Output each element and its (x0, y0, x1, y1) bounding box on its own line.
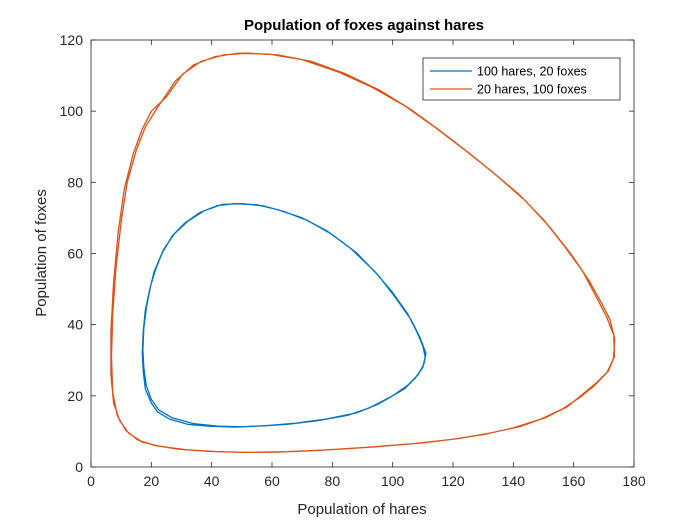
legend: 100 hares, 20 foxes 20 hares, 100 foxes (422, 57, 621, 101)
y-tick-label: 20 (67, 388, 83, 404)
y-tick-label: 80 (67, 174, 83, 190)
y-tick-label: 100 (60, 103, 84, 119)
y-tick-label: 120 (60, 32, 84, 48)
x-tick-label: 60 (264, 473, 280, 489)
legend-label-series-2: 20 hares, 100 foxes (477, 83, 587, 97)
x-axis-label: Population of hares (297, 501, 426, 518)
y-tick-label: 40 (67, 317, 83, 333)
x-tick-label: 20 (144, 473, 160, 489)
ticks-layer: 0 20 40 60 80 100 120 140 160 180 0 20 40 60 80 100 120 (60, 32, 646, 489)
series-line-2 (110, 52, 616, 454)
x-tick-label: 180 (622, 473, 646, 489)
x-tick-label: 40 (204, 473, 220, 489)
x-tick-label: 80 (325, 473, 341, 489)
y-axis-label: Population of foxes (33, 189, 50, 317)
series-layer (110, 52, 616, 454)
x-tick-label: 160 (562, 473, 586, 489)
chart-title: Population of foxes against hares (244, 17, 484, 34)
y-tick-label: 60 (67, 246, 83, 262)
x-tick-label: 100 (381, 473, 405, 489)
series-line-1 (141, 203, 427, 428)
y-tick-label: 0 (75, 459, 83, 475)
x-tick-label: 0 (87, 473, 95, 489)
plot-area (91, 40, 634, 467)
legend-box (422, 57, 621, 101)
x-tick-label: 120 (441, 473, 465, 489)
x-tick-label: 140 (502, 473, 526, 489)
legend-label-series-1: 100 hares, 20 foxes (477, 65, 587, 79)
